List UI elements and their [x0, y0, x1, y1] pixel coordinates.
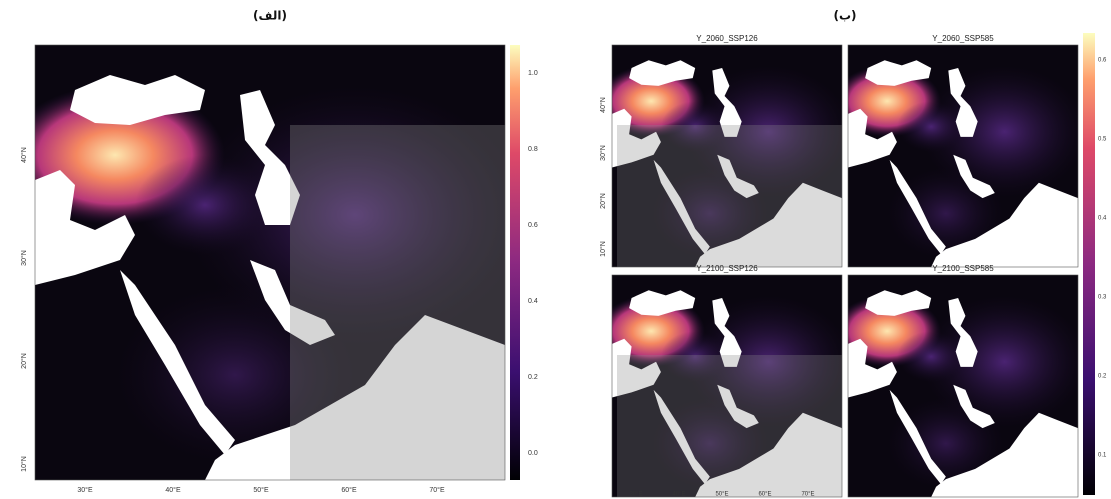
- figure: (الف) 40°N 30°N 20°N 10°N 30°E 40°E 50°E 60°E 70…: [0, 0, 1111, 499]
- map-title: Y_2100_SSP585: [932, 264, 994, 273]
- y-label: 30°N: [599, 145, 607, 161]
- map-title: Y_2060_SSP126: [696, 34, 758, 43]
- map-title: Y_2060_SSP585: [932, 34, 994, 43]
- colorbar-label: 0.3: [1098, 295, 1107, 301]
- y-label: 20°N: [20, 353, 28, 369]
- colorbar-label: 0.1: [1098, 453, 1107, 459]
- colorbar-label: 0.6: [1098, 58, 1107, 64]
- watermark: [617, 125, 842, 267]
- y-label: 20°N: [599, 193, 607, 209]
- colorbar: [1083, 33, 1095, 495]
- map-title: Y_2100_SSP126: [696, 264, 758, 273]
- panel-title: (الف): [253, 9, 287, 23]
- x-label: 70°E: [429, 486, 445, 494]
- body: (الف) 40°N 30°N 20°N 10°N 30°E 40°E 50°E 60°E 70…: [0, 0, 1111, 499]
- y-label: 10°N: [599, 241, 607, 257]
- panel-title: (ب): [833, 9, 856, 23]
- colorbar-label: 0.8: [528, 146, 538, 153]
- page: Maps {"panel_a":{"title":"(الف)","y_labe…: [0, 0, 1111, 499]
- y-label: 30°N: [20, 250, 28, 266]
- colorbar-label: 0.4: [1098, 216, 1107, 222]
- colorbar-label: 0.4: [528, 298, 538, 305]
- x-label: 40°E: [165, 486, 181, 494]
- colorbar-label: 0.6: [528, 222, 538, 229]
- x-label: 30°E: [77, 486, 93, 494]
- colorbar-label: 0.2: [1098, 374, 1107, 380]
- x-label: 60°E: [758, 492, 771, 498]
- x-label: 40°E: [672, 492, 685, 498]
- colorbar-label: 0.5: [1098, 137, 1107, 143]
- colorbar-label: 1.0: [528, 70, 538, 77]
- colorbar-label: 0.0: [528, 450, 538, 457]
- y-label: 40°N: [599, 97, 607, 113]
- x-label: 30°E: [629, 492, 642, 498]
- map: [833, 45, 1087, 267]
- watermark: [617, 355, 842, 497]
- x-label: 70°E: [801, 492, 814, 498]
- x-label: 60°E: [341, 486, 357, 494]
- x-label: 50°E: [253, 486, 269, 494]
- colorbar: [510, 45, 520, 480]
- watermark: [290, 125, 505, 480]
- map: [833, 275, 1087, 497]
- y-label: 40°N: [20, 147, 28, 163]
- colorbar-label: 0.2: [528, 374, 538, 381]
- y-label: 10°N: [20, 456, 28, 472]
- x-label: 50°E: [715, 492, 728, 498]
